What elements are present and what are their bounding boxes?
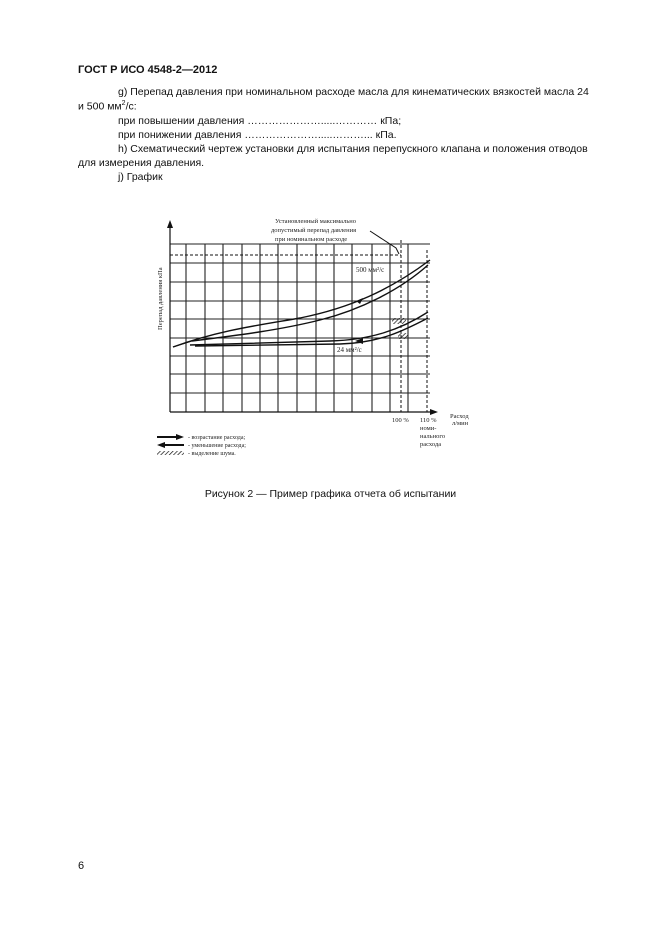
fall-line: при понижении давления ………………….....………..… — [118, 129, 397, 141]
curve-500-falling — [191, 264, 429, 342]
noise-hatch — [392, 318, 406, 324]
document-header: ГОСТ Р ИСО 4548-2—2012 — [78, 64, 218, 76]
label-500: 500 мм²/с — [356, 266, 384, 274]
item-g-text: g) Перепад давления при номинальном расх… — [118, 86, 589, 98]
rise-line: при повышении давления ………………….....………… … — [118, 115, 402, 127]
legend-noise-swatch — [157, 451, 184, 455]
item-h-text-cont: для измерения давления. — [78, 157, 205, 169]
item-g-text-cont: и 500 мм2/с: — [78, 100, 137, 113]
curve-500-join — [172, 340, 193, 348]
tick-110-note: расхода — [420, 441, 441, 448]
arrow-icon — [355, 338, 363, 344]
label-24: 24 мм²/с — [337, 346, 362, 354]
curve-500-rising — [172, 259, 431, 348]
item-j-text: j) График — [118, 171, 163, 183]
text: и 500 мм — [78, 100, 122, 113]
noise-hatch — [398, 333, 408, 339]
page-number: 6 — [78, 860, 85, 872]
tick-110-note: нального — [420, 433, 445, 440]
curve-24-falling — [194, 317, 429, 347]
y-axis-label: Перепад давления кПа — [157, 267, 164, 330]
arrow-left-icon — [157, 442, 165, 448]
arrow-icon — [356, 298, 363, 304]
x-axis-arrow-icon — [430, 409, 438, 415]
item-h-text: h) Схематический чертеж установки для ис… — [118, 143, 588, 155]
superscript: 2 — [121, 100, 126, 107]
arrow-right-icon — [176, 434, 184, 440]
x-axis-label: л/мин — [452, 420, 469, 427]
annotation-text: Установленный максимально — [275, 218, 356, 225]
legend-text: - выделение шума. — [188, 451, 236, 457]
curve-24-rising — [189, 311, 429, 346]
annotation-leader — [369, 230, 400, 255]
figure-caption: Рисунок 2 — Пример графика отчета об исп… — [204, 488, 457, 500]
grid — [170, 243, 430, 412]
legend-text: - уменьшение расхода; — [188, 443, 246, 449]
y-axis-arrow-icon — [167, 220, 173, 228]
tick-100: 100 % — [392, 417, 409, 424]
annotation-text: допустимый перепад давления — [271, 227, 356, 234]
tick-110-note: номи- — [420, 425, 436, 432]
text: /с: — [125, 100, 137, 113]
x-axis-label: Расход — [450, 413, 469, 420]
tick-110: 110 % — [420, 417, 437, 424]
annotation-text: при номинальном расходе — [275, 236, 347, 243]
legend-text: - возрастание расхода; — [188, 435, 245, 441]
